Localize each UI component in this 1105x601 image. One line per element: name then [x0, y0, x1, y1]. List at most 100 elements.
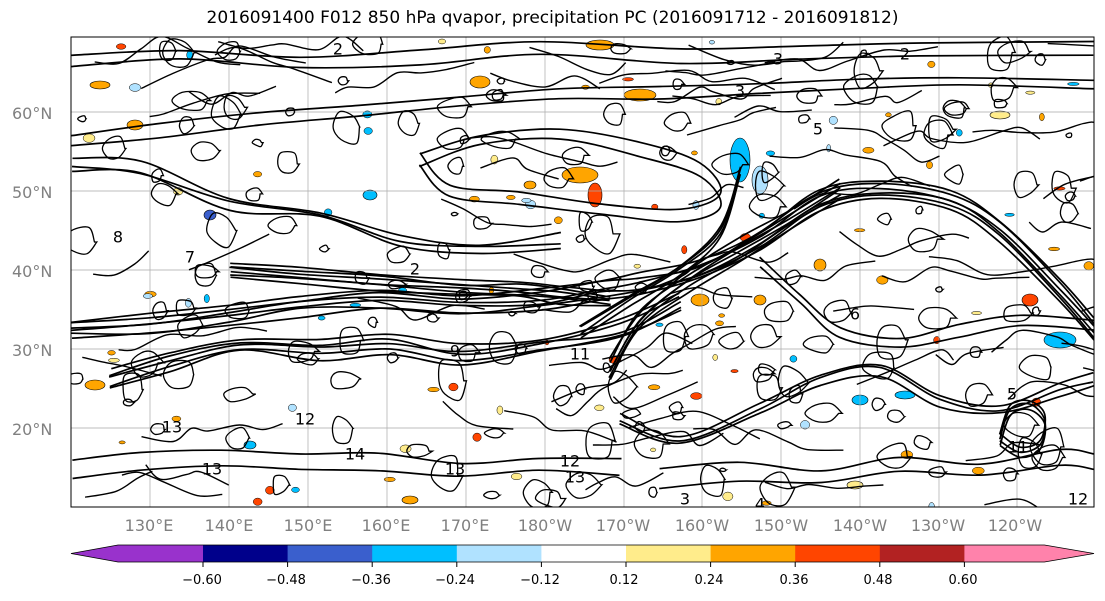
contour-loop [804, 402, 844, 423]
contour-loop [785, 269, 803, 286]
colorbar-extend-min [71, 545, 203, 562]
precip-patch [265, 486, 275, 495]
contour-line [71, 40, 1094, 59]
contour-line [883, 126, 1041, 147]
contour-line [109, 295, 680, 377]
contour-loop [634, 420, 647, 434]
contour-loop [672, 78, 687, 91]
contour-line [585, 472, 664, 491]
contour-label: 14 [345, 445, 365, 464]
contour-loop [633, 429, 671, 459]
contour-loop [430, 454, 465, 492]
precip-patch [253, 171, 263, 178]
contour-loop [178, 116, 196, 135]
contour-loop [367, 316, 379, 329]
precip-patch [751, 165, 769, 195]
contour-loop [158, 40, 178, 62]
precipitation-shading [82, 38, 1094, 507]
precip-patch [469, 75, 491, 89]
precip-patch [288, 403, 297, 412]
contour-loop [1017, 437, 1044, 469]
precip-patch [523, 180, 537, 190]
precip-patch [647, 384, 661, 391]
contour-line [834, 127, 940, 163]
contour-loop [585, 421, 617, 460]
contour-loop [990, 76, 1020, 103]
contour-loop [683, 324, 716, 350]
contour-line [670, 286, 753, 298]
precip-patch [1004, 212, 1015, 217]
precip-patch [1067, 82, 1080, 86]
contour-line [149, 92, 261, 118]
contour-line [659, 448, 1094, 472]
contour-loop [719, 467, 729, 473]
precip-patch [349, 303, 362, 308]
contour-label: 7 [185, 248, 195, 267]
precip-patch [691, 150, 698, 156]
precip-patch [885, 112, 892, 118]
contour-line [480, 157, 559, 180]
contour-line [764, 46, 939, 72]
contour-loop [523, 300, 542, 314]
contour-loop [1003, 304, 1035, 323]
contour-line [418, 137, 722, 223]
contour-loop [194, 262, 218, 287]
precip-patch [401, 495, 419, 505]
contour-loop [71, 226, 99, 255]
contour-line [490, 72, 601, 90]
contour-loop [150, 423, 167, 436]
contour-line [935, 346, 1004, 366]
contour-line [121, 471, 223, 498]
contour-loop [491, 88, 505, 101]
precip-patch [765, 150, 775, 156]
contour-loop [610, 43, 634, 55]
precip-patch [1025, 90, 1036, 95]
precip-patch [362, 189, 378, 201]
contour-loop [387, 279, 409, 290]
precip-patch [633, 263, 641, 269]
contour-loop [876, 324, 910, 360]
contour-loop [943, 101, 971, 116]
contour-line [94, 37, 241, 66]
contour-line [793, 176, 931, 210]
colorbar-tick-label: −0.60 [182, 573, 222, 588]
precip-patch [789, 355, 798, 363]
precip-patch [171, 415, 182, 422]
contour-line [764, 481, 884, 490]
contour-label: 8 [113, 228, 123, 247]
contour-loop [756, 373, 784, 401]
contour-line [688, 41, 844, 66]
contour-loop [913, 435, 934, 450]
contour-loop [860, 49, 869, 58]
contour-loop [1034, 53, 1047, 66]
contour-line [72, 449, 622, 465]
lon-label: 160°E [361, 516, 411, 535]
contour-loop [245, 187, 265, 202]
contour-loop [935, 286, 945, 293]
contour-loop [508, 310, 518, 317]
contour-loop [450, 211, 460, 217]
colorbar-segment [541, 545, 627, 562]
precip-patch [203, 294, 210, 304]
contour-line [856, 349, 955, 386]
contour-line [140, 45, 306, 90]
contour-loop [332, 110, 361, 145]
map-frame [70, 36, 1095, 508]
contour-loop [437, 241, 451, 260]
contour-line [555, 369, 683, 417]
contour-label: 9 [450, 342, 460, 361]
precip-patch [1039, 112, 1045, 122]
contour-loop [473, 216, 495, 230]
colorbar [70, 544, 1095, 567]
colorbar-tick-label: −0.24 [435, 573, 475, 588]
precip-patch [594, 404, 605, 411]
colorbar-tick-label: 0.48 [863, 573, 893, 588]
contour-loop [575, 383, 587, 396]
lat-label: 50°N [12, 183, 53, 202]
contour-loop [406, 443, 435, 458]
contour-loop [534, 489, 568, 507]
contour-loop [575, 234, 587, 243]
contour-loop [397, 110, 421, 137]
contour-loop [224, 301, 251, 320]
